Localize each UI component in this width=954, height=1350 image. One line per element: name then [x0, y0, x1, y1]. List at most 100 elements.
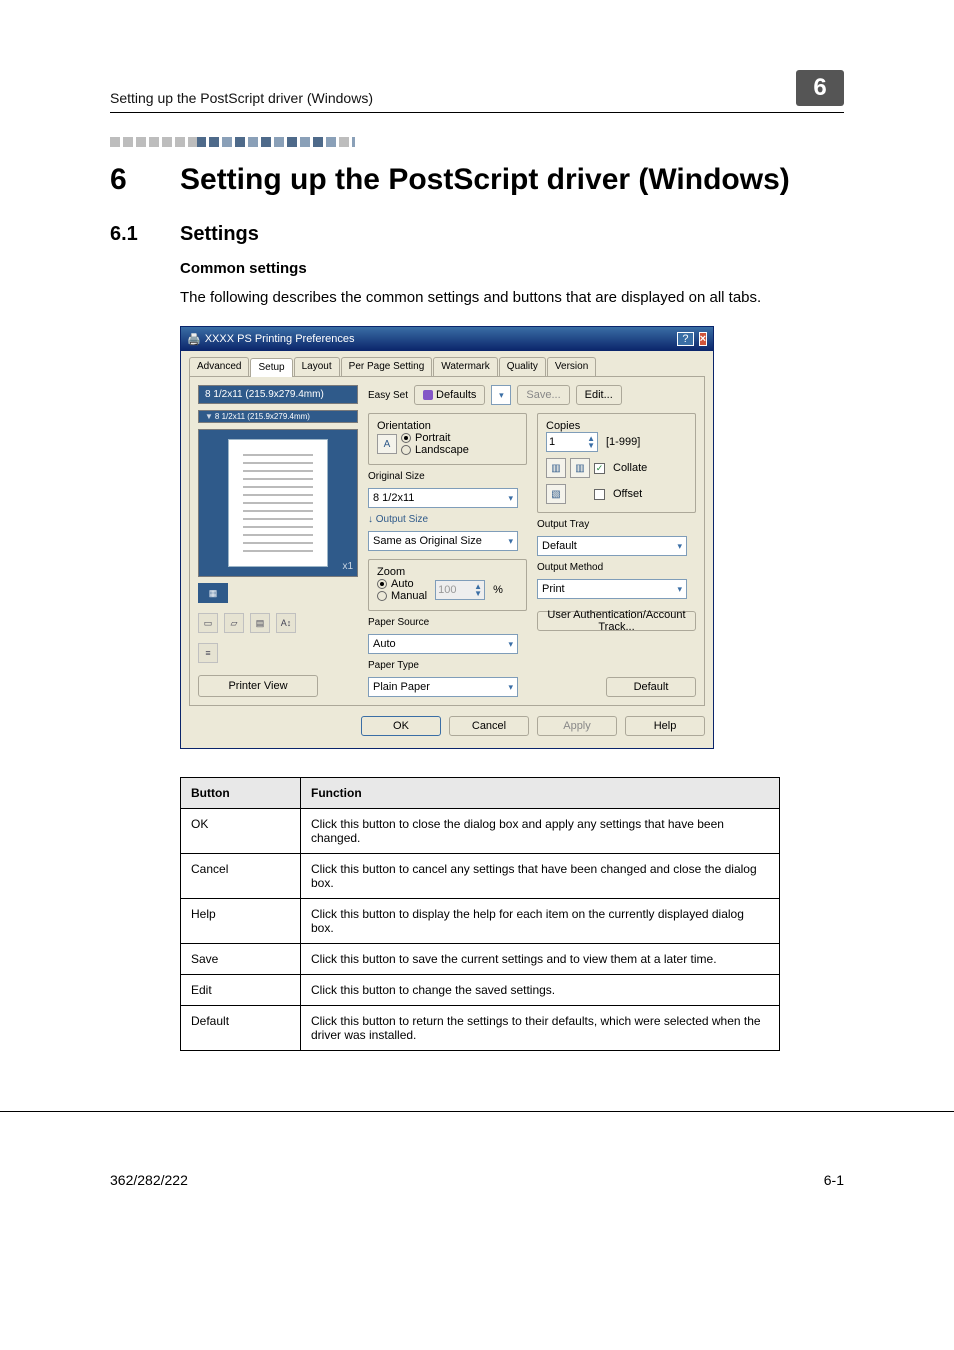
footer-right: 6-1 [824, 1172, 844, 1188]
output-method-dropdown[interactable]: Print [537, 579, 687, 599]
table-header-function: Function [301, 778, 780, 809]
copies-legend: Copies [546, 420, 580, 432]
original-size-label: Original Size [368, 471, 527, 482]
dialog-window: 🖨️ XXXX PS Printing Preferences ? × Adva… [180, 326, 714, 749]
save-button: Save... [517, 385, 569, 405]
table-cell-button: OK [181, 809, 301, 854]
orientation-group: Orientation A Portrait Landscape [368, 413, 527, 465]
output-tray-label: Output Tray [537, 519, 696, 530]
output-size-label: ↓ Output Size [368, 514, 527, 525]
apply-button: Apply [537, 716, 617, 736]
arrow-down-icon: ▼ [205, 412, 213, 421]
table-row: OKClick this button to close the dialog … [181, 809, 780, 854]
table-row: HelpClick this button to display the hel… [181, 899, 780, 944]
zoom-manual-radio[interactable] [377, 591, 387, 601]
table-row: DefaultClick this button to return the s… [181, 1006, 780, 1051]
heading-1: 6 Setting up the PostScript driver (Wind… [110, 161, 834, 199]
copies-group: Copies 1▲▼ [1-999] ▥ ▥ ✓ [537, 413, 696, 513]
printer-view-button[interactable]: Printer View [198, 675, 318, 697]
preview-canvas: x1 [198, 429, 358, 577]
output-size-dropdown[interactable]: Same as Original Size [368, 531, 518, 551]
view-icon-1[interactable]: ▭ [198, 613, 218, 633]
portrait-radio[interactable] [401, 433, 411, 443]
close-icon[interactable]: × [699, 332, 707, 346]
dialog-title: XXXX PS Printing Preferences [205, 333, 355, 345]
view-icon-4[interactable]: A↕ [276, 613, 296, 633]
running-head: Setting up the PostScript driver (Window… [110, 90, 373, 106]
defaults-button-top[interactable]: Defaults [414, 385, 485, 405]
table-cell-function: Click this button to save the current se… [301, 944, 780, 975]
paper-source-dropdown[interactable]: Auto [368, 634, 518, 654]
collate-checkbox[interactable]: ✓ [594, 463, 605, 474]
table-header-button: Button [181, 778, 301, 809]
table-cell-button: Cancel [181, 854, 301, 899]
tab-advanced[interactable]: Advanced [189, 357, 249, 376]
easy-set-label: Easy Set [368, 390, 408, 401]
help-button[interactable]: Help [625, 716, 705, 736]
output-tray-dropdown[interactable]: Default [537, 536, 687, 556]
preview-icon-row-3: ≡ [198, 643, 358, 663]
view-icon-2[interactable]: ▱ [224, 613, 244, 633]
subheading: Common settings [180, 260, 844, 277]
zoom-group: Zoom Auto Manual 100▲▼ % [368, 559, 527, 611]
ok-button[interactable]: OK [361, 716, 441, 736]
landscape-radio[interactable] [401, 445, 411, 455]
view-icon-3[interactable]: ▤ [250, 613, 270, 633]
orientation-legend: Orientation [377, 420, 431, 432]
table-cell-button: Help [181, 899, 301, 944]
help-icon[interactable]: ? [677, 332, 693, 346]
zoom-legend: Zoom [377, 566, 405, 578]
tab-quality[interactable]: Quality [499, 357, 546, 376]
tab-setup[interactable]: Setup [250, 358, 292, 377]
collate-icon-1: ▥ [546, 458, 566, 478]
table-cell-function: Click this button to return the settings… [301, 1006, 780, 1051]
preview-page-icon [228, 439, 328, 567]
button-function-table: Button Function OKClick this button to c… [180, 777, 780, 1051]
printer-icon: 🖨️ [187, 333, 201, 346]
paper-type-label: Paper Type [368, 660, 527, 671]
table-cell-button: Edit [181, 975, 301, 1006]
paper-type-dropdown[interactable]: Plain Paper [368, 677, 518, 697]
preview-zoom-icon: x1 [342, 561, 353, 572]
zoom-manual-spinner: 100▲▼ [435, 580, 485, 600]
pages-icon: ▦ [198, 583, 228, 603]
table-cell-function: Click this button to close the dialog bo… [301, 809, 780, 854]
heading-2-text: Settings [180, 223, 259, 246]
output-method-label: Output Method [537, 562, 696, 573]
user-auth-button[interactable]: User Authentication/Account Track... [537, 611, 696, 631]
orientation-icon: A [377, 434, 397, 454]
heading-2-num: 6.1 [110, 223, 180, 246]
table-cell-function: Click this button to cancel any settings… [301, 854, 780, 899]
original-size-dropdown[interactable]: 8 1/2x11 [368, 488, 518, 508]
view-icon-5[interactable]: ≡ [198, 643, 218, 663]
paper-source-label: Paper Source [368, 617, 527, 628]
cancel-button[interactable]: Cancel [449, 716, 529, 736]
edit-button[interactable]: Edit... [576, 385, 622, 405]
tab-version[interactable]: Version [547, 357, 596, 376]
tab-watermark[interactable]: Watermark [433, 357, 498, 376]
table-cell-function: Click this button to display the help fo… [301, 899, 780, 944]
heading-1-text: Setting up the PostScript driver (Window… [180, 161, 790, 199]
heading-1-num: 6 [110, 161, 180, 199]
body-paragraph: The following describes the common setti… [180, 287, 844, 309]
table-row: SaveClick this button to save the curren… [181, 944, 780, 975]
zoom-auto-radio[interactable] [377, 579, 387, 589]
preview-original-band: 8 1/2x11 (215.9x279.4mm) [198, 385, 358, 404]
preview-icon-row-2: ▭ ▱ ▤ A↕ [198, 613, 358, 633]
table-cell-function: Click this button to change the saved se… [301, 975, 780, 1006]
easy-set-dropdown[interactable] [491, 385, 511, 405]
copies-spinner[interactable]: 1▲▼ [546, 432, 598, 452]
default-button[interactable]: Default [606, 677, 696, 697]
chapter-chip: 6 [796, 70, 844, 106]
preview-icon-row-1: ▦ [198, 583, 358, 603]
table-cell-button: Default [181, 1006, 301, 1051]
table-row: EditClick this button to change the save… [181, 975, 780, 1006]
preview-output-band: ▼8 1/2x11 (215.9x279.4mm) [198, 410, 358, 423]
footer-left: 362/282/222 [110, 1172, 188, 1188]
decorative-bars [110, 137, 844, 147]
table-cell-button: Save [181, 944, 301, 975]
tab-layout[interactable]: Layout [294, 357, 340, 376]
tab-per-page-setting[interactable]: Per Page Setting [341, 357, 433, 376]
heading-2: 6.1 Settings [110, 223, 844, 246]
offset-checkbox[interactable] [594, 489, 605, 500]
